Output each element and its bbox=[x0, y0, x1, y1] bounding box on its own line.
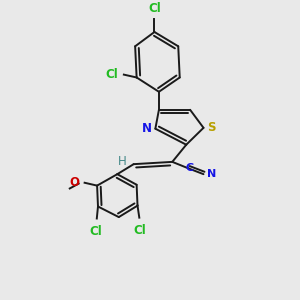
Text: C: C bbox=[185, 163, 193, 172]
Text: O: O bbox=[69, 176, 79, 189]
Text: S: S bbox=[207, 121, 216, 134]
Text: Cl: Cl bbox=[105, 68, 118, 81]
Text: H: H bbox=[118, 155, 126, 168]
Text: Cl: Cl bbox=[134, 224, 146, 237]
Text: Cl: Cl bbox=[148, 2, 161, 15]
Text: N: N bbox=[207, 169, 216, 179]
Text: N: N bbox=[142, 122, 152, 135]
Text: Cl: Cl bbox=[90, 225, 103, 238]
